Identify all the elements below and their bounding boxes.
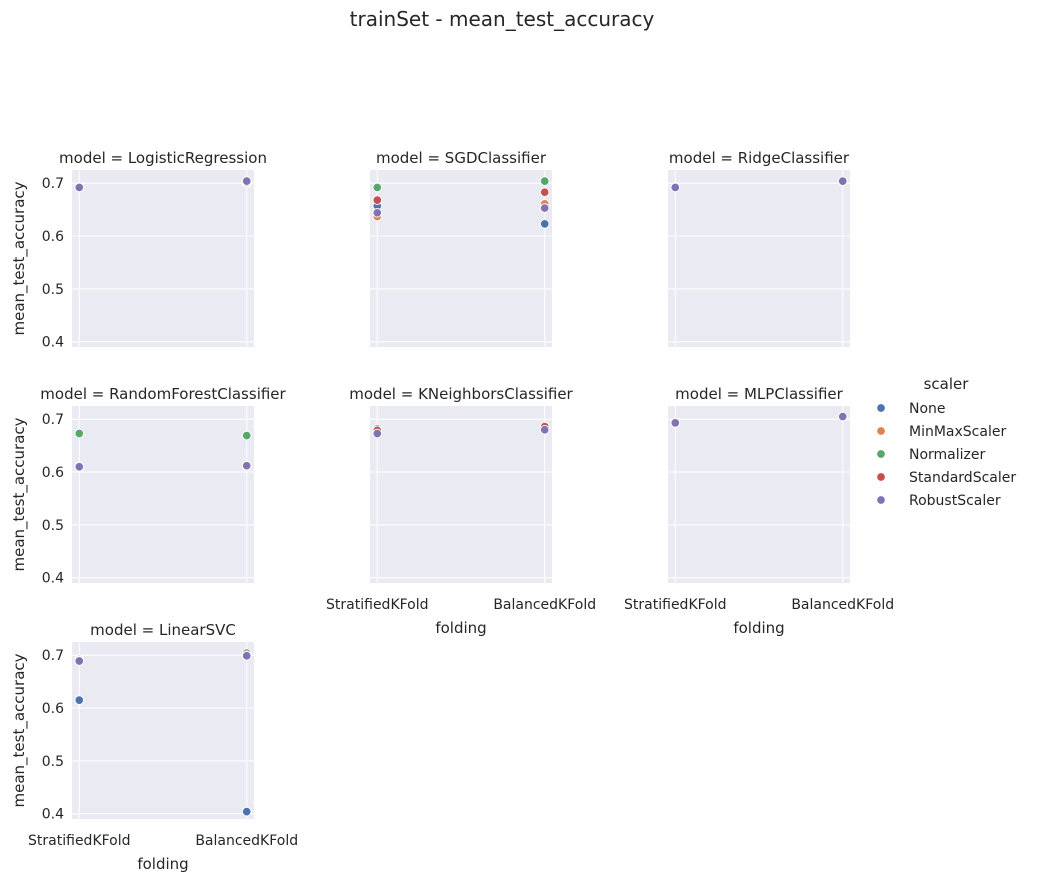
x-tick-label: BalancedKFold <box>195 833 298 849</box>
point-none-balancedkfold <box>539 219 550 229</box>
panel-title: model = MLPClassifier <box>675 385 843 403</box>
point-robustscaler-balancedkfold <box>539 203 550 213</box>
legend-label-none: None <box>909 401 946 417</box>
x-axis-label: folding <box>137 855 188 873</box>
legend-marker-minmaxscaler <box>876 426 886 436</box>
point-robustscaler-balancedkfold <box>837 411 848 422</box>
legend-marker-robustscaler <box>876 495 886 505</box>
legend-title: scaler <box>924 375 970 393</box>
y-axis-label: mean_test_accuracy <box>10 653 29 807</box>
point-none-balancedkfold <box>241 806 252 817</box>
x-tick-label: BalancedKFold <box>791 597 894 613</box>
y-axis-label: mean_test_accuracy <box>10 181 29 335</box>
panel-4: 0.4 0.5 0.6 0.7 model = RandomForestClassifi… <box>10 385 287 587</box>
legend-items: None MinMaxScaler Normalizer StandardScaler… <box>876 401 1016 509</box>
panel-background <box>668 406 850 583</box>
point-robustscaler-stratifiedkfold <box>74 656 85 666</box>
y-tick-label: 0.4 <box>42 807 64 823</box>
point-robustscaler-stratifiedkfold <box>74 182 85 193</box>
point-normalizer-stratifiedkfold <box>372 182 383 193</box>
x-axis-label: folding <box>435 619 486 637</box>
x-tick-label: StratifiedKFold <box>624 597 726 613</box>
y-tick-label: 0.6 <box>42 701 64 717</box>
y-tick-label: 0.7 <box>42 648 64 664</box>
point-robustscaler-stratifiedkfold <box>670 418 681 428</box>
panel-2: model = SGDClassifier <box>370 149 552 347</box>
point-robustscaler-stratifiedkfold <box>372 428 383 439</box>
panel-background <box>370 170 552 347</box>
panel-title: model = SGDClassifier <box>376 149 547 167</box>
panel-background <box>72 170 254 347</box>
point-robustscaler-balancedkfold <box>837 176 848 186</box>
panel-title: model = RidgeClassifier <box>669 149 850 167</box>
y-tick-label: 0.6 <box>42 465 64 481</box>
point-normalizer-balancedkfold <box>241 430 252 441</box>
y-tick-label: 0.5 <box>42 518 64 534</box>
panel-title: model = LinearSVC <box>90 621 236 639</box>
point-normalizer-stratifiedkfold <box>74 428 85 439</box>
point-robustscaler-balancedkfold <box>241 460 252 471</box>
panel-5: StratifiedKFold BalancedKFold model = KNei… <box>326 385 596 637</box>
panel-title: model = KNeighborsClassifier <box>349 385 573 403</box>
point-robustscaler-balancedkfold <box>241 176 252 186</box>
point-robustscaler-stratifiedkfold <box>670 182 681 193</box>
point-standardscaler-stratifiedkfold <box>372 195 383 205</box>
y-tick-label: 0.5 <box>42 282 64 298</box>
legend-marker-standardscaler <box>876 472 886 482</box>
x-axis-label: folding <box>733 619 784 637</box>
panel-background <box>668 170 850 347</box>
y-axis-label: mean_test_accuracy <box>10 417 29 571</box>
figure-title: trainSet - mean_test_accuracy <box>350 7 655 31</box>
point-standardscaler-balancedkfold <box>539 187 550 197</box>
x-tick-label: BalancedKFold <box>493 597 596 613</box>
y-tick-label: 0.5 <box>42 754 64 770</box>
legend-label-minmaxscaler: MinMaxScaler <box>909 424 1006 440</box>
y-tick-label: 0.7 <box>42 176 64 192</box>
panel-background <box>72 642 254 819</box>
panel-3: model = RidgeClassifier <box>668 149 850 347</box>
legend-label-normalizer: Normalizer <box>909 447 986 463</box>
panel-1: 0.4 0.5 0.6 0.7 model = LogisticRegression me… <box>10 149 267 351</box>
y-tick-label: 0.6 <box>42 229 64 245</box>
legend-marker-normalizer <box>876 449 886 459</box>
point-robustscaler-stratifiedkfold <box>372 208 383 218</box>
point-none-stratifiedkfold <box>74 695 85 705</box>
panel-6: StratifiedKFold BalancedKFold model = MLPC… <box>624 385 894 637</box>
point-robustscaler-balancedkfold <box>539 425 550 435</box>
point-robustscaler-balancedkfold <box>241 650 252 661</box>
y-tick-label: 0.4 <box>42 571 64 587</box>
legend-marker-none <box>876 403 886 413</box>
y-tick-label: 0.4 <box>42 335 64 351</box>
panel-background <box>72 406 254 583</box>
panel-7: 0.4 0.5 0.6 0.7 StratifiedKFold BalancedKFold… <box>10 621 298 873</box>
panel-background <box>370 406 552 583</box>
legend: scaler None MinMaxScaler Normalizer Standar… <box>876 375 1016 509</box>
point-robustscaler-stratifiedkfold <box>74 462 85 472</box>
facet-grid: 0.4 0.5 0.6 0.7 model = LogisticRegression me… <box>10 149 894 873</box>
x-tick-label: StratifiedKFold <box>28 833 130 849</box>
point-normalizer-balancedkfold <box>539 176 550 186</box>
y-tick-label: 0.7 <box>42 412 64 428</box>
legend-label-standardscaler: StandardScaler <box>909 470 1016 486</box>
legend-label-robustscaler: RobustScaler <box>909 493 1001 509</box>
panel-title: model = LogisticRegression <box>59 149 267 167</box>
panel-title: model = RandomForestClassifier <box>40 385 286 403</box>
x-tick-label: StratifiedKFold <box>326 597 428 613</box>
